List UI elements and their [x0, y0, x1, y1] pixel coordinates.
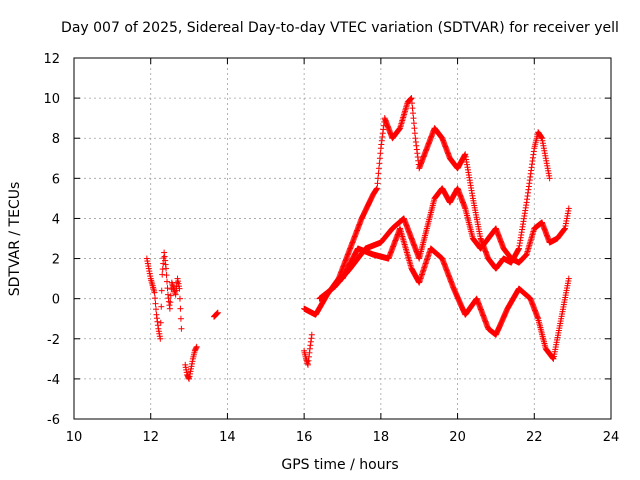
data-point	[565, 205, 572, 212]
data-point-interp	[375, 165, 382, 172]
data-point-interp	[376, 155, 383, 162]
x-axis-label: GPS time / hours	[281, 457, 398, 473]
chart-title: Day 007 of 2025, Sidereal Day-to-day VTE…	[61, 20, 619, 36]
data-point-interp	[163, 272, 170, 279]
y-tick-label: 10	[43, 92, 60, 107]
data-point-interp	[177, 305, 184, 312]
data-point	[565, 275, 572, 282]
data-point-interp	[410, 120, 417, 127]
data-point-interp	[375, 170, 382, 177]
data-point-interp	[374, 175, 381, 182]
data-point-interp	[158, 287, 165, 294]
x-tick-label: 24	[603, 430, 620, 445]
data-point-interp	[410, 115, 417, 122]
data-point	[546, 175, 553, 182]
data-point-interp	[377, 150, 384, 157]
data-point	[178, 325, 185, 332]
data-point	[166, 305, 173, 312]
data-point	[157, 335, 164, 342]
data-point	[151, 289, 158, 296]
data-point	[159, 271, 166, 278]
data-point	[308, 331, 315, 338]
data-point	[374, 185, 381, 192]
y-tick-label: 4	[52, 212, 60, 227]
x-tick-label: 12	[142, 430, 159, 445]
data-point-interp	[409, 110, 416, 117]
data-point-interp	[376, 160, 383, 167]
y-axis-label: SDTVAR / TECUs	[7, 182, 23, 297]
y-tick-label: 6	[52, 172, 60, 187]
data-point-interp	[411, 125, 418, 132]
data-point-interp	[157, 319, 164, 326]
y-tick-label: 12	[43, 52, 60, 67]
grid-lines	[74, 58, 611, 419]
data-point-interp	[164, 285, 171, 292]
data-point-interp	[411, 130, 418, 137]
data-point-interp	[176, 295, 183, 302]
x-tick-label: 14	[219, 430, 236, 445]
data-point-interp	[409, 100, 416, 107]
data-point-interp	[152, 295, 159, 302]
data-point	[176, 285, 183, 292]
x-tick-label: 22	[526, 430, 543, 445]
y-tick-label: 0	[52, 293, 60, 308]
y-tick-label: 8	[52, 132, 60, 147]
data-point-interp	[409, 105, 416, 112]
x-tick-label: 10	[66, 430, 83, 445]
plot-frame	[73, 57, 612, 420]
y-tick-label: -2	[47, 333, 60, 348]
x-tick-label: 18	[373, 430, 390, 445]
data-point-interp	[177, 315, 184, 322]
data-point	[163, 265, 170, 272]
data-point-interp	[167, 292, 174, 299]
data-point	[193, 343, 200, 350]
data-point-interp	[158, 303, 165, 310]
data-point-interp	[152, 306, 159, 313]
y-tick-label: 2	[52, 253, 60, 268]
data-point-interp	[167, 299, 174, 306]
data-point	[214, 309, 221, 316]
data-point-interp	[159, 266, 166, 273]
y-tick-label: -6	[47, 413, 60, 428]
data-point-interp	[152, 300, 159, 307]
data-point-interp	[374, 180, 381, 187]
x-tick-label: 16	[296, 430, 313, 445]
data-point	[408, 95, 415, 102]
x-tick-label: 20	[449, 430, 466, 445]
data-point-interp	[164, 278, 171, 285]
data-points	[143, 95, 572, 382]
y-tick-label: -4	[47, 373, 60, 388]
